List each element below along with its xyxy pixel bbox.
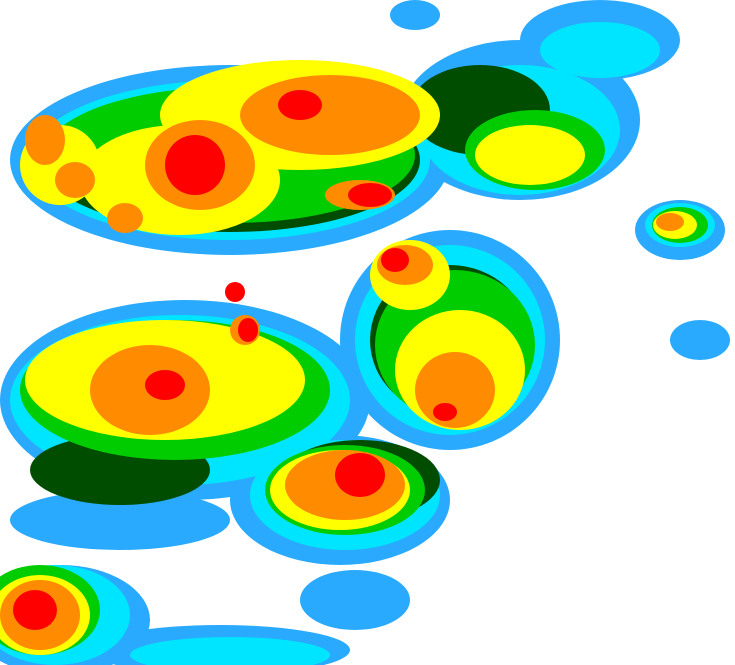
echo-cell xyxy=(348,183,392,207)
echo-cell xyxy=(390,0,440,30)
echo-cell xyxy=(25,115,65,165)
echo-cell xyxy=(10,490,230,550)
echo-cell xyxy=(540,22,660,78)
echo-cell xyxy=(433,403,457,421)
echo-cell xyxy=(475,125,585,185)
echo-cell xyxy=(240,75,420,155)
echo-cell xyxy=(225,282,245,302)
echo-cell xyxy=(165,135,225,195)
echo-cell xyxy=(670,320,730,360)
echo-cell xyxy=(656,213,684,231)
echo-cell xyxy=(13,590,57,630)
echo-cell xyxy=(335,453,385,497)
echo-cell xyxy=(145,370,185,400)
echo-cell xyxy=(107,203,143,233)
echo-cell xyxy=(238,318,258,342)
echo-cell xyxy=(278,90,322,120)
echo-red xyxy=(13,90,457,630)
echo-cell xyxy=(300,570,410,630)
echo-cell xyxy=(381,248,409,272)
echo-cell xyxy=(130,637,330,665)
echo-cell xyxy=(55,162,95,198)
